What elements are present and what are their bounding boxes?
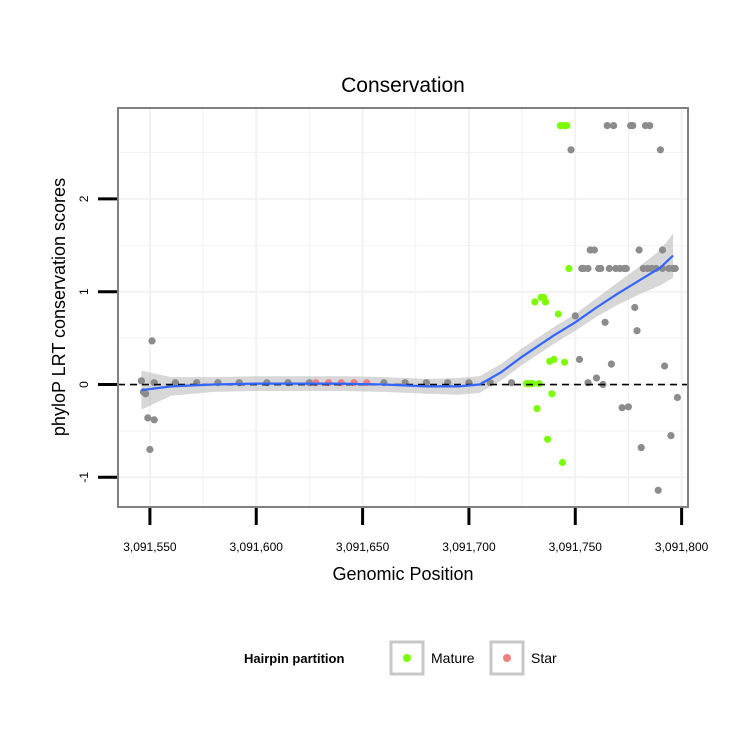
data-point-other: [144, 414, 152, 422]
data-point-other: [635, 246, 643, 254]
data-point-mature: [533, 405, 541, 413]
data-point-mature: [535, 380, 543, 388]
y-axis: -1 0 1 2: [77, 195, 117, 483]
x-tick-label: 3,091,800: [655, 540, 709, 554]
y-tick-label: 2: [77, 195, 91, 202]
x-tick-label: 3,091,700: [442, 540, 496, 554]
data-point-other: [603, 122, 611, 130]
data-point-other: [142, 390, 150, 398]
data-point-other: [605, 264, 613, 273]
legend-label-mature: Mature: [431, 650, 475, 666]
plot-panel: [117, 107, 689, 508]
y-axis-label: phyloP LRT conservation scores: [49, 178, 69, 436]
data-point-mature: [565, 264, 573, 273]
x-axis: 3,091,550 3,091,600 3,091,650 3,091,700 3,09…: [123, 508, 709, 554]
data-point-other: [610, 122, 618, 130]
x-tick-label: 3,091,600: [230, 540, 284, 554]
data-point-other: [607, 360, 616, 368]
data-point-mature: [558, 458, 567, 467]
y-tick-label: 1: [77, 288, 91, 295]
data-point-other: [673, 393, 682, 402]
legend-label-star: Star: [531, 650, 557, 666]
data-point-other: [150, 416, 158, 424]
grid-lines: [118, 108, 688, 507]
data-point-other: [667, 432, 675, 440]
series-mature: [522, 122, 573, 467]
data-point-other: [654, 486, 662, 494]
panel-border: [117, 107, 689, 508]
x-tick-label: 3,091,550: [123, 540, 177, 554]
data-point-other: [637, 444, 645, 452]
data-point-other: [597, 264, 605, 273]
legend-key-dot-mature: [403, 654, 411, 662]
data-point-other: [631, 303, 639, 312]
data-point-other: [148, 337, 156, 345]
legend-key-box: [489, 640, 525, 676]
data-point-other: [633, 327, 641, 335]
data-point-other: [171, 379, 179, 387]
data-point-other: [658, 246, 667, 254]
data-point-mature: [563, 122, 571, 130]
legend-key-dot-star: [503, 654, 511, 662]
data-point-other: [629, 122, 637, 130]
data-point-mature: [554, 310, 562, 318]
y-tick-label: 0: [77, 381, 91, 388]
data-point-other: [584, 264, 592, 273]
confidence-band: [141, 233, 674, 410]
x-tick-label: 3,091,650: [336, 540, 390, 554]
legend: Hairpin partition Mature Star: [244, 640, 557, 676]
x-axis-label: Genomic Position: [332, 564, 473, 584]
data-point-mature: [550, 355, 558, 364]
y-tick-label: -1: [77, 472, 91, 483]
data-point-other: [646, 122, 654, 130]
legend-key-box: [389, 640, 425, 676]
data-point-other: [590, 246, 599, 254]
data-point-other: [592, 374, 601, 382]
data-point-other: [671, 264, 679, 273]
data-point-other: [146, 445, 154, 454]
data-point-mature: [548, 390, 556, 398]
data-point-other: [656, 146, 665, 154]
data-point-mature: [561, 358, 569, 366]
data-point-other: [618, 404, 626, 412]
data-point-other: [661, 362, 669, 370]
data-point-other: [507, 379, 516, 387]
data-point-other: [571, 312, 579, 320]
data-point-other: [601, 318, 609, 326]
legend-item-mature: Mature: [389, 640, 475, 676]
data-point-other: [624, 403, 633, 411]
legend-title: Hairpin partition: [244, 651, 344, 666]
data-point-other: [575, 355, 584, 364]
x-tick-label: 3,091,750: [549, 540, 603, 554]
data-point-other: [622, 264, 630, 273]
chart-title: Conservation: [341, 74, 465, 97]
data-point-other: [137, 377, 145, 385]
data-point-mature: [544, 435, 552, 443]
smooth-fit-line: [141, 254, 674, 392]
confidence-band-area: [141, 233, 674, 410]
data-point-other: [567, 146, 575, 154]
legend-item-star: Star: [489, 640, 557, 676]
data-point-mature: [541, 298, 550, 306]
data-point-mature: [531, 298, 539, 306]
data-point-mature: [529, 380, 537, 388]
smooth-fit: [141, 254, 674, 392]
